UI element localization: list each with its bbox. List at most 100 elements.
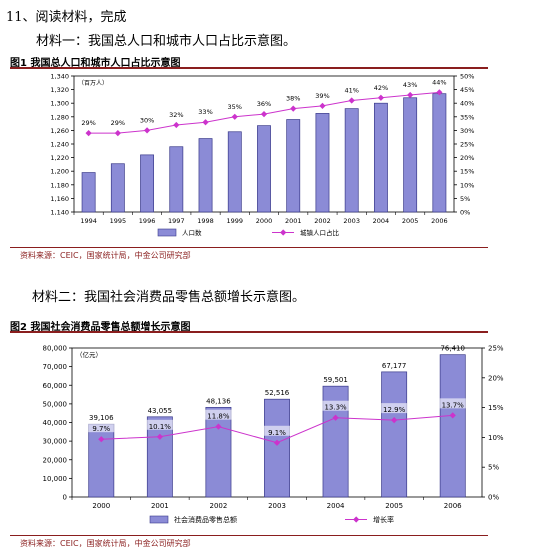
line-point — [114, 130, 121, 137]
bar — [432, 93, 447, 213]
left-axis-tick-label: 1,340 — [50, 73, 69, 81]
left-axis-tick-label: 30,000 — [43, 438, 68, 446]
unit-label: （百万人） — [78, 80, 108, 87]
unit-label: （亿元） — [76, 350, 102, 359]
legend-bar-label: 人口数 — [182, 228, 202, 237]
legend-bar-label: 社会消费品零售总额 — [174, 515, 237, 524]
line-value-label: 11.8% — [207, 413, 230, 421]
figure2-top-rule — [10, 331, 488, 333]
bar — [403, 97, 418, 213]
category-label: 2002 — [314, 217, 331, 225]
bar — [81, 172, 96, 213]
bar-value-label: 67,177 — [382, 362, 407, 370]
left-axis-tick-label: 10,000 — [43, 475, 68, 483]
line-value-label: 38% — [286, 95, 300, 103]
bar — [373, 102, 388, 213]
figure2-bottom-rule — [10, 535, 488, 536]
line-value-label: 32% — [169, 111, 183, 119]
line-point — [215, 423, 222, 430]
right-axis-tick-label: 25% — [460, 141, 474, 149]
right-axis-tick-label: 0% — [460, 209, 470, 217]
bar — [140, 154, 155, 213]
bar — [315, 113, 330, 213]
bar-value-label: 48,136 — [206, 397, 231, 405]
category-label: 2005 — [402, 217, 419, 225]
right-axis-tick-label: 35% — [460, 113, 474, 121]
left-axis-tick-label: 1,140 — [50, 209, 69, 217]
category-label: 2003 — [343, 217, 360, 225]
line-label-bg — [381, 403, 408, 414]
line-point — [332, 414, 339, 421]
material1-title: 材料一：我国总人口和城市人口占比示意图。 — [36, 34, 297, 49]
left-axis-tick-label: 60,000 — [43, 382, 68, 390]
bar — [286, 119, 301, 213]
left-axis-tick-label: 1,240 — [50, 141, 69, 149]
left-axis-tick-label: 40,000 — [43, 419, 68, 427]
right-axis-tick-label: 10% — [488, 434, 504, 442]
chart-retail-sales: 0 10,000 20,000 30,000 40,000 50,000 60,000 70,… — [43, 345, 504, 525]
figure2-title: 图2 我国社会消费品零售总额增长示意图 — [10, 322, 191, 333]
figure1-source: 资料来源：CEIC，国家统计局，中金公司研究部 — [20, 251, 191, 260]
left-axis-tick-label: 1,280 — [50, 113, 69, 121]
line-value-label: 9.7% — [92, 425, 110, 433]
line-point — [319, 102, 326, 110]
category-label: 2001 — [285, 217, 302, 225]
right-axis-tick-label: 0% — [488, 494, 499, 502]
legend-line-label: 增长率 — [373, 515, 394, 524]
bar — [198, 138, 213, 213]
left-axis-tick-label: 70,000 — [43, 363, 68, 371]
category-label: 2000 — [92, 502, 110, 510]
left-axis-tick-label: 1,300 — [50, 100, 69, 108]
legend-bar-swatch — [157, 228, 177, 237]
line-label-bg — [146, 419, 173, 430]
line-value-label: 13.7% — [442, 401, 465, 409]
right-axis-tick-label: 30% — [460, 127, 474, 135]
line-point — [348, 97, 355, 104]
line-point — [143, 127, 151, 134]
line-point — [290, 105, 297, 112]
left-axis-tick-label: 20,000 — [43, 456, 68, 464]
category-label: 1998 — [197, 217, 214, 225]
bar-value-label: 52,516 — [265, 389, 290, 397]
right-axis-tick-label: 25% — [488, 345, 504, 353]
material2-title: 材料二：我国社会消费品零售总额增长示意图。 — [32, 290, 306, 305]
right-axis-tick-label: 15% — [488, 404, 504, 412]
line-point — [173, 121, 180, 129]
line-value-label: 13.3% — [324, 404, 347, 412]
line-label-bg — [322, 400, 349, 411]
bar — [344, 108, 359, 213]
left-axis-tick-label: 1,260 — [50, 127, 69, 135]
bar-value-label: 39,106 — [89, 414, 114, 422]
line-value-label: 43% — [403, 81, 417, 89]
bar-value-label: 76,410 — [440, 345, 465, 353]
line-value-label: 30% — [140, 116, 154, 124]
line-point — [260, 110, 268, 118]
category-label: 1994 — [80, 217, 97, 225]
right-axis-tick-label: 5% — [488, 464, 499, 472]
bar-value-label: 43,055 — [148, 407, 173, 415]
line-label-bg — [88, 422, 115, 433]
right-axis-tick-label: 10% — [460, 181, 474, 189]
category-label: 1995 — [110, 217, 127, 225]
bar — [146, 416, 173, 498]
line-value-label: 10.1% — [149, 423, 172, 431]
line-point — [85, 130, 92, 137]
left-axis-tick-label: 1,220 — [50, 154, 69, 162]
legend-line-marker — [353, 516, 360, 523]
category-label: 2006 — [431, 217, 448, 225]
bar — [110, 163, 125, 213]
figure1-top-rule — [10, 67, 488, 69]
right-axis-tick-label: 20% — [460, 154, 474, 162]
line-value-label: 12.9% — [383, 406, 406, 414]
line-value-label: 39% — [315, 92, 329, 100]
category-label: 2001 — [151, 502, 169, 510]
right-axis-tick-label: 5% — [460, 195, 470, 203]
bar — [169, 146, 184, 213]
bar — [381, 371, 408, 498]
right-axis-tick-label: 40% — [460, 100, 474, 108]
line-value-label: 29% — [81, 119, 95, 127]
left-axis-tick-label: 0 — [63, 494, 67, 502]
chart-population: 1,140 1,160 1,180 1,200 1,220 1,240 1,260 1,280… — [50, 73, 474, 238]
left-axis-tick-label: 80,000 — [43, 345, 68, 353]
line-value-label: 33% — [198, 108, 212, 116]
